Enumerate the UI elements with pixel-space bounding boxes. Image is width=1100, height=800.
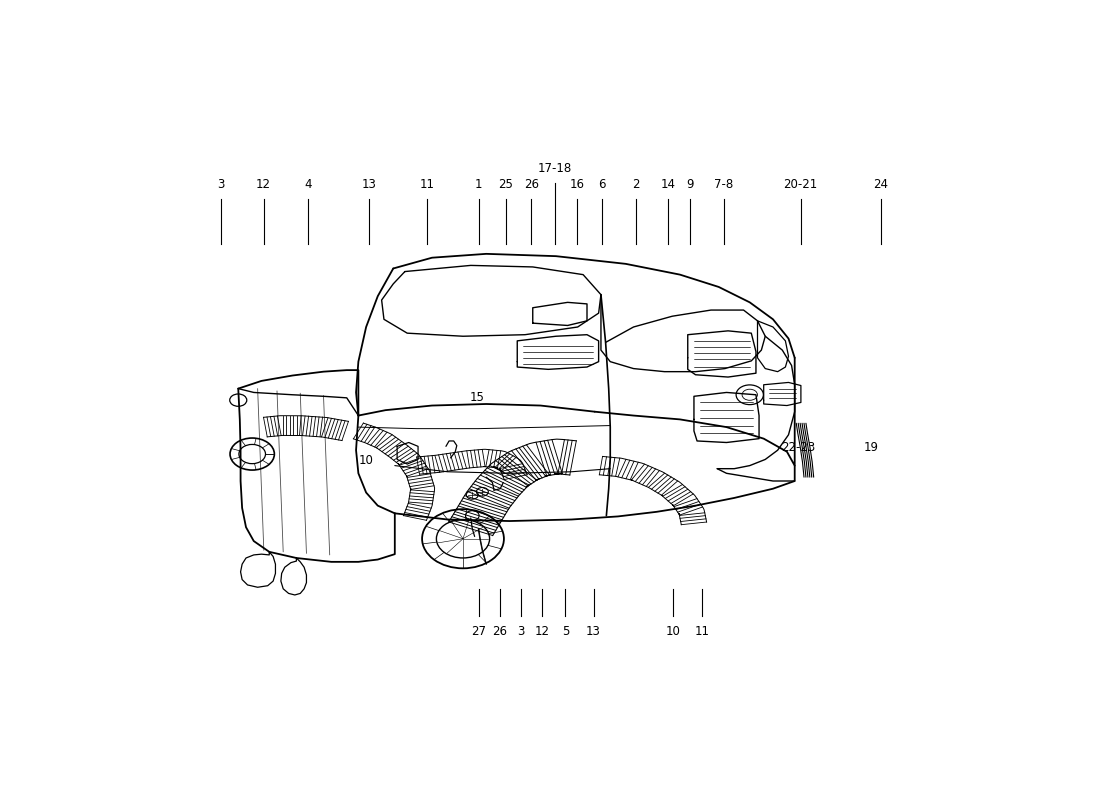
Text: 20-21: 20-21 <box>783 178 818 191</box>
Text: 4: 4 <box>305 178 311 191</box>
Text: 25: 25 <box>498 178 514 191</box>
Text: 13: 13 <box>586 625 601 638</box>
Text: 13: 13 <box>362 178 377 191</box>
Text: 16: 16 <box>570 178 585 191</box>
Text: 3: 3 <box>517 625 525 638</box>
Text: 1: 1 <box>475 178 482 191</box>
Text: 9: 9 <box>686 178 694 191</box>
Text: 26: 26 <box>524 178 539 191</box>
Text: 5: 5 <box>562 625 569 638</box>
Text: 24: 24 <box>873 178 889 191</box>
Text: 11: 11 <box>420 178 434 191</box>
Text: 3: 3 <box>218 178 224 191</box>
Text: 12: 12 <box>256 178 272 191</box>
Text: 15: 15 <box>470 391 485 404</box>
Text: 10: 10 <box>666 625 680 638</box>
Text: 12: 12 <box>535 625 550 638</box>
Text: 11: 11 <box>694 625 710 638</box>
Text: 17-18: 17-18 <box>538 162 572 175</box>
Text: 7-8: 7-8 <box>714 178 734 191</box>
Text: 2: 2 <box>632 178 640 191</box>
Text: 19: 19 <box>864 441 879 454</box>
Text: 14: 14 <box>660 178 675 191</box>
Text: 22-23: 22-23 <box>781 441 815 454</box>
Text: 10: 10 <box>359 454 373 467</box>
Text: 6: 6 <box>598 178 606 191</box>
Text: 27: 27 <box>471 625 486 638</box>
Text: 26: 26 <box>493 625 507 638</box>
